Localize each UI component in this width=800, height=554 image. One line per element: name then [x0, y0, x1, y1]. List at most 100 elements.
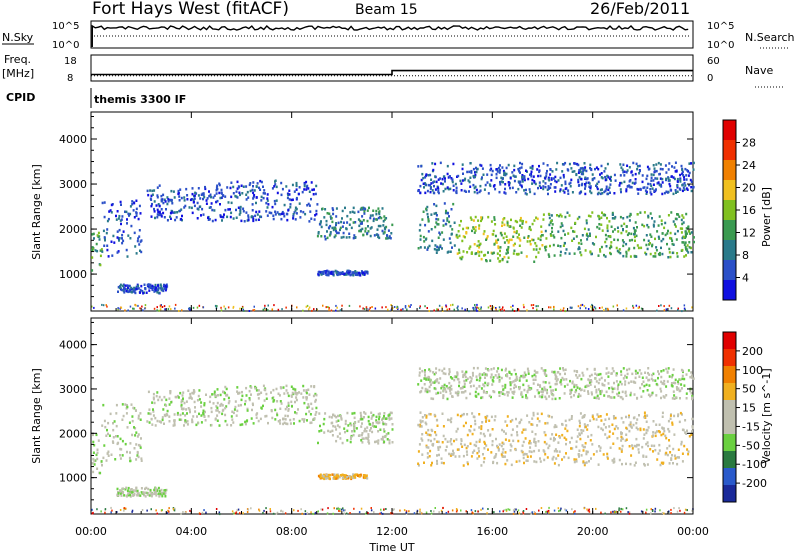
data-cell-band-6 — [520, 226, 523, 229]
ground-scatter-cell — [586, 508, 588, 511]
freq-panel: Freq. [MHz] 18 8 Nave 60 0 — [2, 53, 783, 88]
data-cell-band-2 — [194, 191, 197, 195]
data-cell-band-8 — [679, 173, 682, 177]
data-cell-band-4 — [371, 424, 374, 428]
data-cell-band-10 — [362, 271, 365, 274]
data-cell-band-5 — [462, 412, 465, 416]
data-cell-band-7 — [619, 215, 622, 219]
data-cell-band-8 — [328, 477, 331, 480]
data-cell-band-8 — [533, 192, 536, 196]
data-cell-band-7 — [598, 223, 601, 226]
data-cell-band-5 — [669, 451, 672, 454]
data-cell-band-8 — [584, 166, 587, 169]
data-cell-band-2 — [158, 213, 161, 217]
data-cell-band-2 — [158, 395, 161, 399]
data-cell-band-6 — [665, 385, 668, 388]
data-cell-band-6 — [502, 218, 505, 221]
data-cell-band-0 — [95, 433, 98, 437]
data-cell-band-4 — [352, 236, 355, 240]
data-cell-band-8 — [676, 180, 679, 183]
data-cell-band-3 — [233, 408, 236, 411]
data-cell-band-2 — [158, 184, 161, 187]
data-cell-band-3 — [292, 418, 295, 421]
data-cell-band-6 — [532, 382, 535, 385]
data-cell-band-1 — [113, 241, 116, 244]
ground-scatter-cell — [658, 305, 660, 307]
data-cell-band-4 — [377, 207, 380, 210]
data-cell-band-5 — [446, 217, 449, 220]
data-cell-band-4 — [368, 429, 371, 432]
data-cell-band-6 — [560, 383, 563, 386]
data-cell-band-6 — [526, 367, 529, 371]
data-cell-band-6 — [618, 391, 621, 395]
data-cell-band-4 — [382, 422, 385, 426]
data-cell-band-3 — [259, 417, 262, 421]
data-cell-band-6 — [535, 216, 538, 219]
data-cell-band-4 — [369, 234, 372, 238]
data-cell-band-8 — [659, 172, 661, 176]
ground-scatter-cell — [456, 509, 458, 512]
data-cell-band-2 — [158, 204, 161, 208]
data-cell-band-7 — [129, 495, 132, 498]
data-cell-band-8 — [609, 183, 612, 186]
data-cell-band-1 — [107, 454, 110, 457]
ground-scatter-cell — [336, 306, 338, 309]
data-cell-band-1 — [121, 418, 124, 421]
data-cell-band-3 — [245, 420, 248, 423]
data-cell-band-8 — [325, 477, 327, 480]
data-cell-band-8 — [417, 189, 420, 193]
data-cell-band-4 — [366, 209, 369, 212]
data-cell-band-8 — [614, 179, 617, 182]
data-cell-band-4 — [344, 419, 347, 423]
data-cell-band-2 — [189, 392, 192, 396]
data-cell-band-5 — [577, 453, 580, 456]
data-cell-band-8 — [472, 183, 475, 187]
data-cell-band-5 — [426, 452, 429, 455]
data-cell-band-8 — [552, 177, 555, 180]
data-cell-band-5 — [613, 457, 616, 461]
data-cell-band-10 — [335, 271, 338, 275]
data-cell-band-5 — [504, 432, 507, 435]
ground-scatter-cell — [127, 309, 129, 312]
ground-scatter-cell — [518, 512, 521, 515]
data-cell-band-3 — [240, 184, 243, 187]
data-cell-band-2 — [152, 397, 155, 401]
data-cell-band-2 — [191, 198, 193, 201]
ground-scatter-cell — [628, 512, 631, 515]
data-cell-band-5 — [442, 219, 445, 222]
data-cell-band-3 — [294, 392, 297, 395]
data-cell-band-5 — [477, 447, 480, 450]
ground-scatter-cell — [468, 310, 470, 313]
power-ylabel: Slant Range [km] — [30, 164, 43, 260]
data-cell-band-5 — [485, 416, 488, 420]
data-cell-band-7 — [136, 489, 139, 493]
data-cell-band-3 — [284, 414, 287, 418]
data-cell-band-6 — [445, 385, 448, 388]
data-cell-band-7 — [154, 491, 157, 495]
data-cell-band-5 — [529, 455, 532, 458]
data-cell-band-5 — [632, 416, 635, 420]
data-cell-band-1 — [125, 248, 128, 252]
data-cell-band-5 — [480, 464, 483, 467]
data-cell-band-7 — [566, 211, 569, 214]
data-cell-band-1 — [137, 217, 140, 221]
data-cell-band-4 — [371, 214, 374, 217]
data-cell-band-6 — [619, 395, 622, 399]
data-cell-band-5 — [420, 437, 423, 440]
data-cell-band-7 — [678, 215, 681, 218]
data-cell-band-1 — [115, 214, 117, 218]
data-cell-band-3 — [244, 402, 246, 406]
data-cell-band-4 — [387, 432, 390, 435]
ground-scatter-cell — [156, 512, 158, 515]
data-cell-band-10 — [349, 273, 352, 277]
data-cell-band-3 — [229, 186, 232, 190]
data-cell-band-3 — [310, 402, 313, 406]
data-cell-band-1 — [137, 433, 140, 436]
data-cell-band-8 — [623, 174, 626, 177]
data-cell-band-5 — [511, 418, 514, 422]
data-cell-band-5 — [425, 431, 428, 434]
data-cell-band-8 — [466, 170, 469, 174]
data-cell-band-2 — [160, 208, 163, 211]
data-cell-band-7 — [610, 245, 613, 249]
data-cell-band-1 — [116, 230, 119, 233]
